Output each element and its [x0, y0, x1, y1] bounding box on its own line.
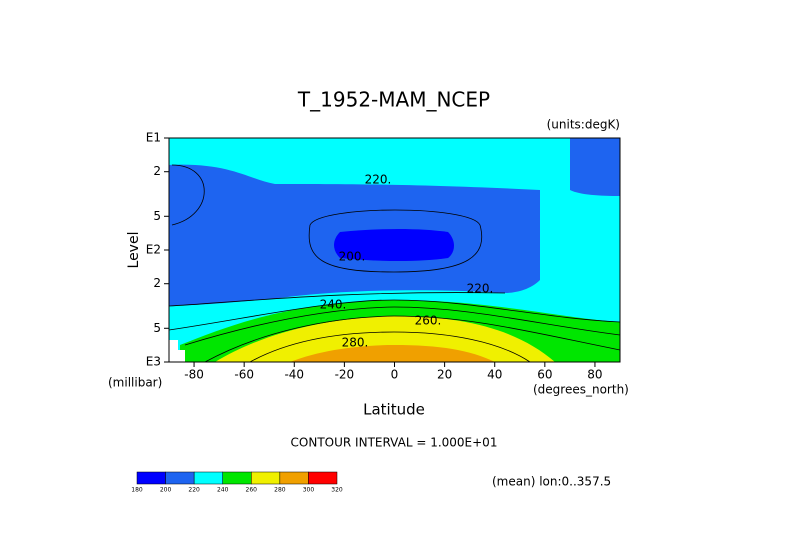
x-tick-label: 40 [487, 368, 502, 382]
x-tick-label: -80 [184, 368, 204, 382]
contour-line [184, 306, 621, 346]
contour-fill [290, 345, 495, 362]
y-tick-label: 2 [153, 276, 161, 290]
missing-data [169, 340, 185, 362]
x-tick-label: -20 [335, 368, 355, 382]
contour-line [171, 164, 205, 226]
x-tick-label: -40 [284, 368, 304, 382]
contour-fill [334, 229, 454, 261]
contour-label: 240. [320, 298, 347, 312]
colorbar-box [279, 471, 309, 485]
x-tick-label: 60 [537, 368, 552, 382]
x-axis-label: Latitude [363, 401, 425, 419]
contour-label: 260. [415, 314, 442, 328]
colorbar-label: 260 [246, 487, 258, 494]
y-axis-label: Level [126, 232, 142, 269]
x-unit-label: (degrees_north) [533, 383, 629, 397]
contour-line [168, 299, 621, 331]
colorbar-label: 200 [160, 487, 172, 494]
footer: (mean) lon:0..357.5 [492, 475, 611, 489]
contour-label: 220. [467, 282, 494, 296]
x-tick-label: 80 [587, 368, 602, 382]
units-label: (units:degK) [547, 118, 620, 132]
colorbar-box [193, 471, 223, 485]
contour-fill [215, 316, 555, 362]
contour-line [308, 209, 483, 273]
y-tick-label: E2 [146, 243, 161, 257]
x-tick-label: -60 [234, 368, 254, 382]
colorbar-label: 220 [188, 487, 200, 494]
colorbar-label: 280 [274, 487, 286, 494]
contour-label: 280. [342, 336, 369, 350]
colorbar-box [251, 471, 281, 485]
colorbar-box [165, 471, 195, 485]
x-tick-label: 0 [391, 368, 399, 382]
y-unit-label: (millibar) [108, 376, 162, 390]
contour-label: 220. [365, 173, 392, 187]
contour-interval: CONTOUR INTERVAL = 1.000E+01 [291, 436, 498, 450]
contour-line [249, 331, 531, 363]
contour-line [168, 292, 506, 307]
y-tick-label: 5 [153, 321, 161, 335]
y-tick-label: E3 [146, 355, 161, 369]
contour-line [204, 315, 621, 363]
y-tick-label: 5 [153, 209, 161, 223]
colorbar-box [308, 471, 338, 485]
y-tick-label: 2 [153, 164, 161, 178]
colorbar-label: 320 [331, 487, 343, 494]
colorbar-box [222, 471, 252, 485]
contour-fill [570, 138, 620, 196]
colorbar-label: 240 [217, 487, 229, 494]
colorbar-box [136, 471, 166, 485]
contour-label: 200. [339, 250, 366, 264]
colorbar-label: 180 [131, 487, 143, 494]
colorbar-label: 300 [303, 487, 315, 494]
x-tick-label: 20 [437, 368, 452, 382]
y-tick-label: E1 [146, 131, 161, 145]
chart-title: T_1952-MAM_NCEP [297, 88, 490, 112]
